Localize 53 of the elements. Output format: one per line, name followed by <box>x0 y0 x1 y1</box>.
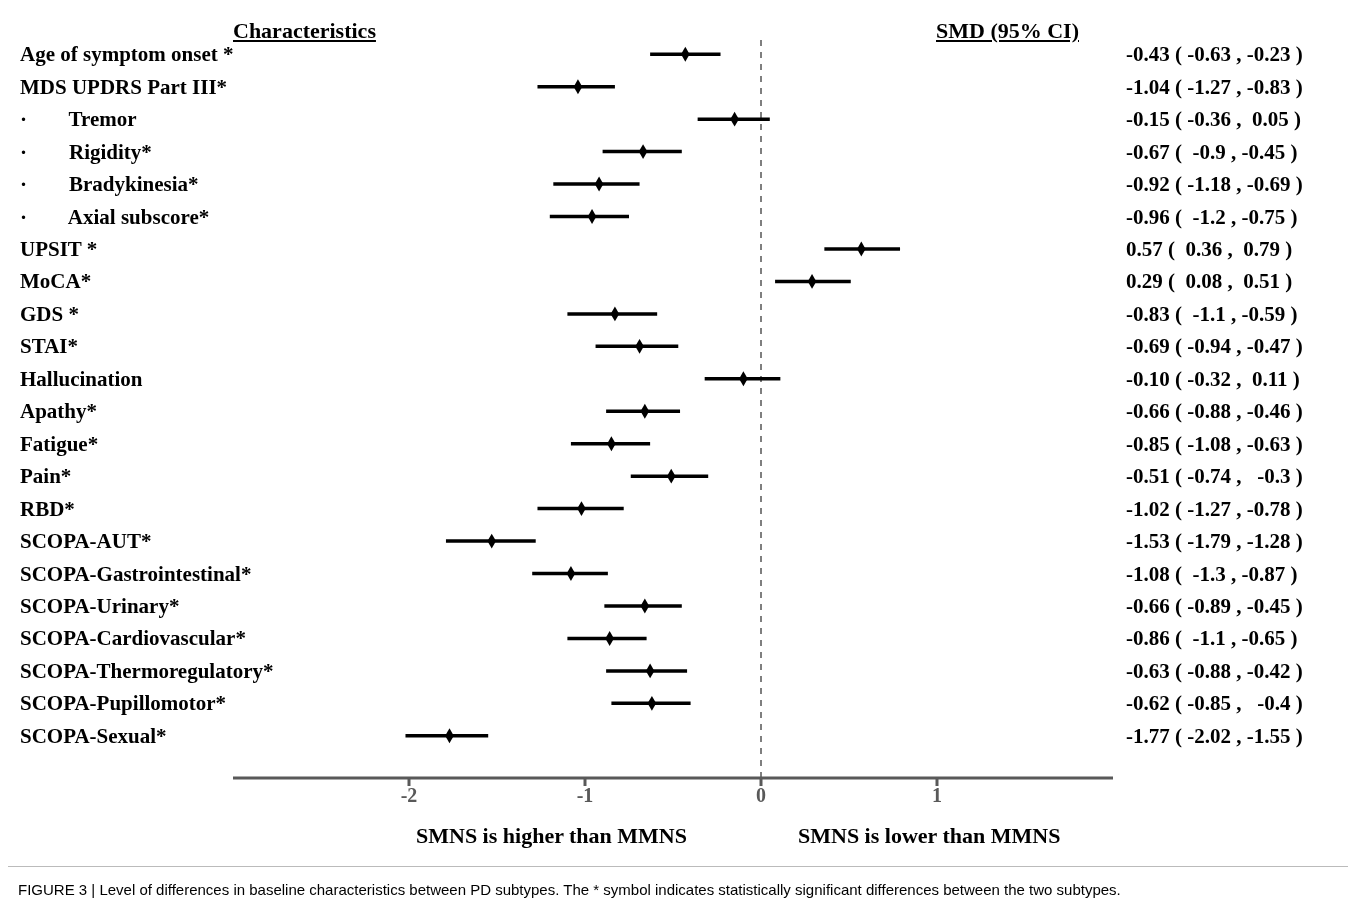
y-tick-label: Hallucination <box>20 366 143 391</box>
data-label: -0.66 ( -0.88 , -0.46 ) <box>1126 399 1303 424</box>
y-tick-label: · Tremor <box>20 107 137 132</box>
y-tick-label: · Bradykinesia* <box>20 172 199 197</box>
y-tick-label: SCOPA-Gastrointestinal* <box>20 561 252 586</box>
y-tick-label: STAI* <box>20 334 78 359</box>
y-tick-label: SCOPA-Sexual* <box>20 723 167 748</box>
y-tick-label: · Axial subscore* <box>20 204 210 229</box>
y-tick-label: · Rigidity* <box>20 139 152 164</box>
data-label: -0.10 ( -0.32 , 0.11 ) <box>1126 366 1300 391</box>
y-tick-label: UPSIT * <box>20 236 98 261</box>
data-label: 0.57 ( 0.36 , 0.79 ) <box>1126 236 1293 261</box>
data-label: -0.83 ( -1.1 , -0.59 ) <box>1126 301 1298 326</box>
y-tick-label: MoCA* <box>20 269 92 294</box>
data-label: -0.66 ( -0.89 , -0.45 ) <box>1126 593 1303 618</box>
data-label: -0.43 ( -0.63 , -0.23 ) <box>1126 42 1303 67</box>
data-label: -0.62 ( -0.85 , -0.4 ) <box>1126 691 1303 716</box>
data-label: -0.51 ( -0.74 , -0.3 ) <box>1126 464 1303 489</box>
y-tick-label: MDS UPDRS Part III* <box>20 74 228 99</box>
y-tick-label: Apathy* <box>20 399 98 424</box>
y-tick-label: SCOPA-Pupillomotor* <box>20 691 227 716</box>
y-tick-label: GDS * <box>20 301 79 326</box>
data-label: -0.86 ( -1.1 , -0.65 ) <box>1126 626 1298 651</box>
data-label: 0.29 ( 0.08 , 0.51 ) <box>1126 269 1293 294</box>
y-tick-label: SCOPA-Thermoregulatory* <box>20 658 274 683</box>
data-label: -1.77 ( -2.02 , -1.55 ) <box>1126 723 1303 748</box>
data-label: -0.63 ( -0.88 , -0.42 ) <box>1126 658 1303 683</box>
text: SMNS is lower than MMNS <box>798 823 1061 849</box>
x-tick-label: 1 <box>932 784 942 807</box>
y-tick-label: SCOPA-AUT* <box>20 529 152 554</box>
y-tick-label: Fatigue* <box>20 431 99 456</box>
x-tick-label: -2 <box>400 784 418 807</box>
annotation: SMD (95% CI) <box>936 18 1079 44</box>
y-tick-label: Pain* <box>20 464 72 489</box>
x-tick-label: -1 <box>576 784 594 807</box>
data-label: -0.92 ( -1.18 , -0.69 ) <box>1126 172 1303 197</box>
data-label: -1.04 ( -1.27 , -0.83 ) <box>1126 74 1303 99</box>
data-label: -0.96 ( -1.2 , -0.75 ) <box>1126 204 1298 229</box>
data-label: -1.53 ( -1.79 , -1.28 ) <box>1126 529 1303 554</box>
annotation: Characteristics <box>233 18 376 44</box>
y-tick-label: Age of symptom onset * <box>20 42 234 67</box>
data-label: -0.15 ( -0.36 , 0.05 ) <box>1126 107 1301 132</box>
caption: FIGURE 3 | Level of differences in baseline characteristics between PD subtypes. The * symbol indicates statistically significant differences between the two subtypes. <box>18 881 1122 898</box>
data-label: -0.85 ( -1.08 , -0.63 ) <box>1126 431 1303 456</box>
y-tick-label: SCOPA-Cardiovascular* <box>20 626 246 651</box>
data-label: -0.67 ( -0.9 , -0.45 ) <box>1126 139 1298 164</box>
data-label: -0.69 ( -0.94 , -0.47 ) <box>1126 334 1303 359</box>
data-label: -1.08 ( -1.3 , -0.87 ) <box>1126 561 1298 586</box>
x-tick-label: 0 <box>756 784 766 807</box>
y-tick-label: SCOPA-Urinary* <box>20 593 180 618</box>
data-label: -1.02 ( -1.27 , -0.78 ) <box>1126 496 1303 521</box>
text: SMNS is higher than MMNS <box>416 823 687 849</box>
y-tick-label: RBD* <box>20 496 75 521</box>
